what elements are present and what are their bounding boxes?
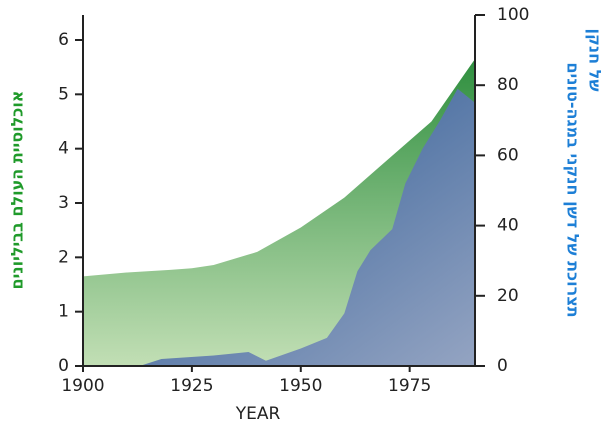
y-tick-label: 4 <box>58 139 69 159</box>
y-tick-label: 5 <box>58 84 69 104</box>
y2-tick-label: 80 <box>497 75 519 95</box>
area <box>83 88 475 367</box>
y-tick-label: 6 <box>58 30 69 50</box>
y-tick-label: 3 <box>58 193 69 213</box>
x-axis-title: YEAR <box>235 404 281 424</box>
y2-tick-label: 60 <box>497 145 519 165</box>
y-tick-label: 1 <box>58 302 69 322</box>
y2-tick-label: 20 <box>497 286 519 306</box>
y2-tick-label: 100 <box>497 5 529 25</box>
y2-tick-label: 0 <box>497 356 508 376</box>
y2-axis-title: תצרוכת של דשן חנקני במגה-טונים <box>564 62 583 317</box>
y-axis-title: אוכלוסיית העולם בביליונים <box>8 91 27 290</box>
x-tick-label: 1900 <box>61 376 104 396</box>
x-tick-label: 1950 <box>279 376 322 396</box>
x-tick-label: 1975 <box>388 376 431 396</box>
y-tick-label: 0 <box>58 356 69 376</box>
y2-axis-title: של חנקן <box>586 29 605 92</box>
x-tick-label: 1925 <box>170 376 213 396</box>
y2-tick-label: 40 <box>497 216 519 236</box>
y-tick-label: 2 <box>58 247 69 267</box>
